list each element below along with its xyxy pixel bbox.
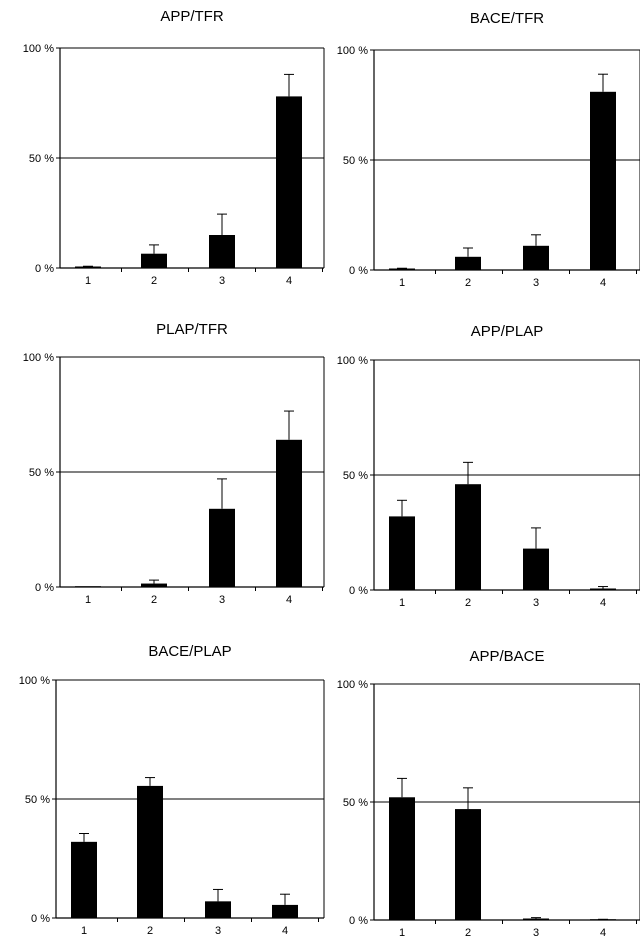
x-tick-label: 1 <box>399 597 405 609</box>
x-tick-label: 3 <box>533 927 539 939</box>
bar-1 <box>75 266 101 268</box>
bar-3 <box>205 901 231 918</box>
bar-2 <box>455 256 481 270</box>
y-tick-label: 100 % <box>337 45 368 57</box>
bar-3 <box>523 548 549 590</box>
bar-1 <box>71 841 97 918</box>
x-tick-label: 1 <box>399 927 405 939</box>
y-tick-label: 50 % <box>25 794 50 806</box>
bar-1 <box>389 516 415 590</box>
y-tick-label: 0 % <box>349 585 368 597</box>
y-tick-label: 50 % <box>29 153 54 165</box>
chart-panel-5: BACE/PLAP 0 % 50 % 100 % 1 2 3 4 <box>19 643 325 937</box>
bar-4 <box>276 439 302 587</box>
x-tick-label: 3 <box>215 925 221 937</box>
x-tick-label: 2 <box>151 594 157 606</box>
x-tick-label: 4 <box>286 594 292 606</box>
bar-4 <box>590 588 616 590</box>
chart-title: BACE/PLAP <box>148 643 231 660</box>
bar-3 <box>209 508 235 587</box>
chart-title: PLAP/TFR <box>156 321 228 338</box>
chart-title: APP/PLAP <box>471 323 544 340</box>
bar-2 <box>455 484 481 590</box>
y-tick-label: 50 % <box>343 797 368 809</box>
chart-panel-4: APP/PLAP 0 % 50 % 100 % 1 2 3 4 <box>337 323 640 609</box>
y-tick-label: 50 % <box>343 155 368 167</box>
bar-3 <box>523 245 549 270</box>
y-tick-label: 100 % <box>337 679 368 691</box>
x-tick-label: 2 <box>465 927 471 939</box>
y-tick-label: 0 % <box>31 913 50 925</box>
x-tick-label: 1 <box>85 275 91 287</box>
x-tick-label: 2 <box>465 597 471 609</box>
bar-2 <box>141 253 167 268</box>
bar-1 <box>389 268 415 270</box>
x-tick-label: 4 <box>286 275 292 287</box>
bar-2 <box>455 809 481 920</box>
y-tick-label: 50 % <box>29 467 54 479</box>
chart-title: APP/BACE <box>469 648 544 665</box>
x-tick-label: 1 <box>81 925 87 937</box>
x-tick-label: 4 <box>600 597 606 609</box>
x-tick-label: 2 <box>147 925 153 937</box>
y-tick-label: 100 % <box>337 355 368 367</box>
chart-panel-3: PLAP/TFR 0 % 50 % 100 % 1 2 3 4 <box>23 321 325 606</box>
y-tick-label: 100 % <box>19 675 50 687</box>
x-tick-label: 3 <box>219 275 225 287</box>
bar-2 <box>141 583 167 587</box>
bar-2 <box>137 785 163 918</box>
x-tick-label: 4 <box>600 927 606 939</box>
bar-4 <box>272 904 298 918</box>
bar-4 <box>590 91 616 270</box>
chart-panel-1: APP/TFR 0 % 50 % 100 % 1 2 3 4 <box>23 8 325 287</box>
y-tick-label: 100 % <box>23 43 54 55</box>
x-tick-label: 1 <box>85 594 91 606</box>
x-tick-label: 4 <box>282 925 288 937</box>
x-tick-label: 2 <box>465 277 471 289</box>
chart-panel-2: BACE/TFR 0 % 50 % 100 % 1 2 3 4 <box>337 10 640 289</box>
bar-1 <box>75 586 101 587</box>
chart-title: APP/TFR <box>160 8 224 25</box>
x-tick-label: 2 <box>151 275 157 287</box>
y-tick-label: 100 % <box>23 352 54 364</box>
chart-title: BACE/TFR <box>470 10 544 27</box>
x-tick-label: 3 <box>533 597 539 609</box>
x-tick-label: 4 <box>600 277 606 289</box>
bar-3 <box>209 235 235 268</box>
y-tick-label: 0 % <box>35 263 54 275</box>
x-tick-label: 3 <box>219 594 225 606</box>
y-tick-label: 0 % <box>349 915 368 927</box>
bar-4 <box>276 96 302 269</box>
y-tick-label: 50 % <box>343 470 368 482</box>
y-tick-label: 0 % <box>35 582 54 594</box>
chart-panel-6: APP/BACE 0 % 50 % 100 % 1 2 3 4 <box>337 648 640 939</box>
x-tick-label: 1 <box>399 277 405 289</box>
y-tick-label: 0 % <box>349 265 368 277</box>
x-tick-label: 3 <box>533 277 539 289</box>
bar-1 <box>389 797 415 920</box>
